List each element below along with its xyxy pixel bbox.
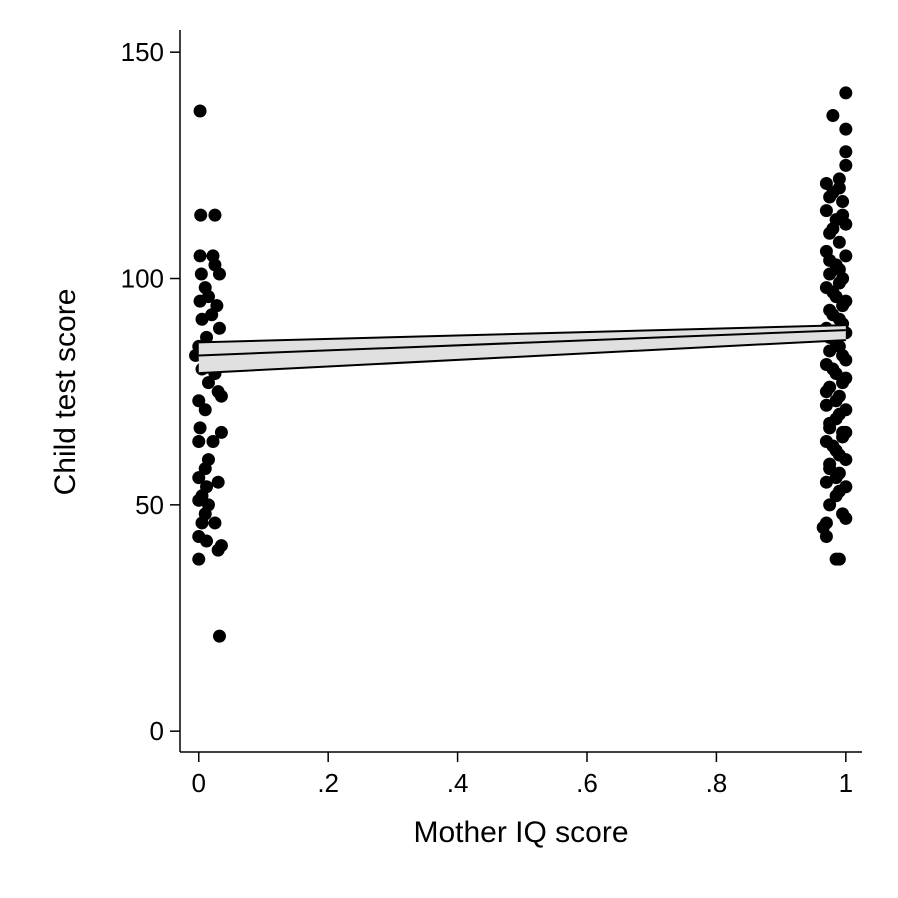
data-point <box>214 425 228 439</box>
y-tick-label: 100 <box>121 264 164 294</box>
x-tick-label: .4 <box>447 768 469 798</box>
data-point <box>832 339 846 353</box>
data-point <box>194 208 208 222</box>
data-point <box>832 181 846 195</box>
data-point <box>832 172 846 186</box>
data-point <box>832 448 846 462</box>
data-point <box>826 439 840 453</box>
data-point <box>201 376 215 390</box>
data-point <box>206 434 220 448</box>
data-point <box>198 462 212 476</box>
data-point <box>829 471 843 485</box>
data-point <box>194 267 208 281</box>
x-tick-label: 1 <box>839 768 853 798</box>
data-point <box>839 249 853 263</box>
data-point <box>823 344 837 358</box>
data-point <box>192 552 206 566</box>
data-point <box>208 516 222 530</box>
data-point <box>839 353 853 367</box>
y-tick-label: 50 <box>135 490 164 520</box>
data-point <box>823 457 837 471</box>
data-point <box>211 475 225 489</box>
y-axis-label: Child test score <box>49 289 82 496</box>
data-point <box>832 262 846 276</box>
data-point <box>823 267 837 281</box>
x-tick-label: .6 <box>576 768 598 798</box>
data-point <box>823 498 837 512</box>
data-point <box>214 389 228 403</box>
data-point <box>836 299 850 313</box>
data-point <box>836 195 850 209</box>
data-point <box>819 385 833 399</box>
data-point <box>205 308 219 322</box>
data-point <box>826 109 840 123</box>
data-point <box>193 104 207 118</box>
data-point <box>839 145 853 159</box>
x-tick-label: 0 <box>192 768 206 798</box>
x-tick-label: .8 <box>706 768 728 798</box>
data-point <box>823 253 837 267</box>
data-point <box>195 312 209 326</box>
data-point <box>826 362 840 376</box>
data-point <box>826 285 840 299</box>
data-point <box>819 204 833 218</box>
data-point <box>823 190 837 204</box>
y-tick-label: 150 <box>121 37 164 67</box>
ci-upper-line <box>198 324 846 344</box>
data-point <box>832 235 846 249</box>
data-point <box>192 434 206 448</box>
data-point <box>212 267 226 281</box>
data-point <box>195 516 209 530</box>
data-point <box>829 394 843 408</box>
data-point <box>839 511 853 525</box>
x-tick-label: .2 <box>317 768 339 798</box>
data-point <box>826 222 840 236</box>
data-point <box>200 330 214 344</box>
data-point <box>208 208 222 222</box>
data-point <box>211 543 225 557</box>
confidence-band <box>198 325 846 374</box>
data-point <box>823 416 837 430</box>
data-point <box>839 86 853 100</box>
data-point <box>816 520 830 534</box>
data-point <box>819 176 833 190</box>
data-point <box>826 308 840 322</box>
data-point <box>832 407 846 421</box>
data-point <box>212 629 226 643</box>
data-point <box>839 425 853 439</box>
data-point <box>819 398 833 412</box>
data-point <box>193 294 207 308</box>
y-tick-label: 0 <box>150 716 164 746</box>
fit-line <box>198 329 846 357</box>
data-point <box>832 484 846 498</box>
data-point <box>193 249 207 263</box>
data-point <box>192 493 206 507</box>
data-point <box>832 276 846 290</box>
data-point <box>819 475 833 489</box>
data-point <box>839 122 853 136</box>
data-point <box>829 552 843 566</box>
data-point <box>836 208 850 222</box>
data-point <box>192 394 206 408</box>
x-axis-label: Mother IQ score <box>413 816 628 849</box>
data-point <box>192 471 206 485</box>
data-point <box>198 403 212 417</box>
data-point <box>836 376 850 390</box>
data-point <box>200 534 214 548</box>
data-point <box>212 321 226 335</box>
ci-lower-line <box>198 339 846 375</box>
data-point <box>839 158 853 172</box>
data-point <box>193 421 207 435</box>
